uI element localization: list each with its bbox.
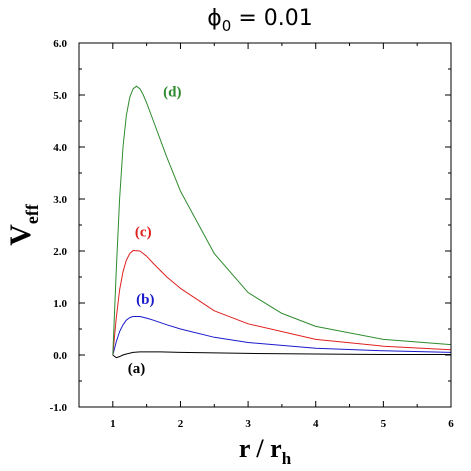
y-tick-label: -1.0 bbox=[50, 402, 68, 414]
series-line-1 bbox=[112, 351, 451, 359]
series-labels: (a) (b) (c) (d) bbox=[128, 85, 182, 378]
x-tick-label: 4 bbox=[313, 418, 319, 430]
x-axis-label: r / rh bbox=[239, 434, 292, 468]
x-tick-label: 2 bbox=[178, 418, 184, 430]
y-tick-label: 5.0 bbox=[53, 90, 67, 102]
y-tick-label: 6.0 bbox=[53, 38, 67, 50]
x-axis-label-main: r / r bbox=[239, 434, 282, 463]
series-line-4 bbox=[112, 85, 452, 356]
title-value: = 0.01 bbox=[231, 6, 312, 31]
series-label-1: (a) bbox=[128, 361, 146, 377]
title-subscript: 0 bbox=[222, 17, 232, 35]
x-tick-label: 3 bbox=[245, 418, 251, 430]
x-tick-label: 5 bbox=[381, 418, 387, 430]
series-label-2: (b) bbox=[136, 292, 154, 308]
x-tick-label: 6 bbox=[448, 418, 454, 430]
x-axis-label-subscript: h bbox=[282, 449, 292, 468]
y-tick-label: 1.0 bbox=[53, 298, 67, 310]
y-tick-label: 2.0 bbox=[53, 246, 67, 258]
y-axis-label-main: V bbox=[4, 224, 37, 246]
title-symbol: ϕ bbox=[207, 6, 222, 31]
y-tick-label: 0.0 bbox=[53, 350, 67, 362]
y-axis-label-subscript: eff bbox=[22, 203, 42, 224]
series-layer bbox=[112, 85, 452, 359]
series-line-3 bbox=[112, 250, 452, 356]
plot-frame bbox=[78, 42, 452, 408]
axis-ticks: 1 2 3 4 5 6 -1.0 0.0 1.0 2.0 3.0 4.0 5.0 6.0 bbox=[50, 38, 455, 430]
series-line-2 bbox=[112, 316, 452, 356]
chart-title: ϕ0 = 0.01 bbox=[207, 6, 312, 35]
y-tick-label: 3.0 bbox=[53, 194, 67, 206]
y-axis-label: Veff bbox=[4, 203, 42, 246]
series-label-3: (c) bbox=[135, 224, 152, 240]
series-label-4: (d) bbox=[163, 85, 181, 101]
x-tick-label: 1 bbox=[110, 418, 116, 430]
y-tick-label: 4.0 bbox=[53, 142, 67, 154]
